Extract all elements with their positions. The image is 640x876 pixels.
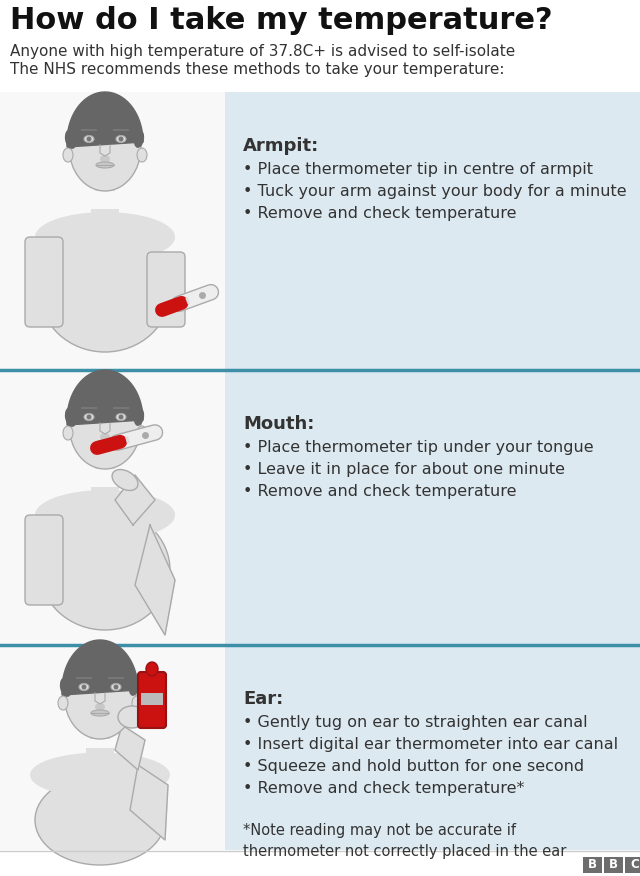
Bar xyxy=(95,171,115,191)
Ellipse shape xyxy=(116,136,126,143)
Text: B: B xyxy=(588,858,597,872)
Bar xyxy=(625,857,640,873)
Ellipse shape xyxy=(35,490,175,540)
Bar xyxy=(91,487,119,515)
Text: B: B xyxy=(609,858,618,872)
Ellipse shape xyxy=(35,775,165,865)
Ellipse shape xyxy=(84,413,94,420)
Bar xyxy=(0,370,225,645)
Text: • Place thermometer tip in centre of armpit: • Place thermometer tip in centre of arm… xyxy=(243,162,593,177)
Text: • Gently tug on ear to straighten ear canal: • Gently tug on ear to straighten ear ca… xyxy=(243,715,588,730)
Text: Ear:: Ear: xyxy=(243,690,284,708)
Bar xyxy=(0,92,225,370)
Text: • Remove and check temperature: • Remove and check temperature xyxy=(243,206,516,221)
Polygon shape xyxy=(67,370,143,425)
Bar xyxy=(0,370,225,645)
Ellipse shape xyxy=(118,137,124,142)
Text: • Leave it in place for about one minute: • Leave it in place for about one minute xyxy=(243,462,565,477)
Ellipse shape xyxy=(40,510,170,630)
Text: Anyone with high temperature of 37.8C+ is advised to self-isolate: Anyone with high temperature of 37.8C+ i… xyxy=(10,44,515,59)
Text: Mouth:: Mouth: xyxy=(243,415,314,433)
Ellipse shape xyxy=(64,651,136,739)
Ellipse shape xyxy=(129,678,139,696)
Polygon shape xyxy=(115,725,145,770)
Text: Armpit:: Armpit: xyxy=(243,137,319,155)
Ellipse shape xyxy=(65,407,77,427)
Text: C: C xyxy=(630,858,639,872)
Ellipse shape xyxy=(112,470,138,491)
Ellipse shape xyxy=(79,683,89,690)
Ellipse shape xyxy=(35,212,175,262)
Bar xyxy=(90,719,110,739)
Ellipse shape xyxy=(63,426,73,440)
FancyBboxPatch shape xyxy=(25,237,63,327)
Ellipse shape xyxy=(111,683,121,690)
Bar xyxy=(225,92,640,370)
Bar xyxy=(225,370,640,645)
Text: • Squeeze and hold button for one second: • Squeeze and hold button for one second xyxy=(243,759,584,774)
Ellipse shape xyxy=(40,232,170,352)
Text: • Tuck your arm against your body for a minute: • Tuck your arm against your body for a … xyxy=(243,184,627,199)
Ellipse shape xyxy=(81,684,86,689)
Ellipse shape xyxy=(134,131,144,148)
Bar xyxy=(225,645,640,850)
Ellipse shape xyxy=(96,440,114,446)
Ellipse shape xyxy=(63,148,73,162)
Text: The NHS recommends these methods to take your temperature:: The NHS recommends these methods to take… xyxy=(10,62,504,77)
Ellipse shape xyxy=(137,148,147,162)
Bar xyxy=(0,92,225,370)
Ellipse shape xyxy=(118,414,124,420)
FancyBboxPatch shape xyxy=(147,252,185,327)
Ellipse shape xyxy=(60,677,72,697)
Ellipse shape xyxy=(100,433,110,441)
FancyBboxPatch shape xyxy=(25,515,63,605)
Ellipse shape xyxy=(58,696,68,710)
Polygon shape xyxy=(67,92,143,147)
Ellipse shape xyxy=(100,155,110,163)
Bar xyxy=(95,449,115,469)
Ellipse shape xyxy=(69,381,141,469)
Ellipse shape xyxy=(137,426,147,440)
Polygon shape xyxy=(62,640,138,695)
Text: How do I take my temperature?: How do I take my temperature? xyxy=(10,6,552,35)
Text: • Remove and check temperature*: • Remove and check temperature* xyxy=(243,781,524,796)
Ellipse shape xyxy=(132,696,142,710)
Ellipse shape xyxy=(86,414,92,420)
Bar xyxy=(0,645,225,850)
Ellipse shape xyxy=(69,103,141,191)
Polygon shape xyxy=(130,765,168,840)
Bar xyxy=(604,857,623,873)
Ellipse shape xyxy=(91,710,109,716)
Polygon shape xyxy=(135,525,175,635)
Ellipse shape xyxy=(118,706,146,728)
Ellipse shape xyxy=(134,408,144,426)
Ellipse shape xyxy=(86,137,92,142)
Ellipse shape xyxy=(113,684,118,689)
Ellipse shape xyxy=(116,413,126,420)
Ellipse shape xyxy=(84,136,94,143)
Bar xyxy=(0,645,225,850)
Text: *Note reading may not be accurate if
thermometer not correctly placed in the ear: *Note reading may not be accurate if the… xyxy=(243,823,566,859)
Bar xyxy=(583,857,602,873)
Ellipse shape xyxy=(30,752,170,797)
Polygon shape xyxy=(115,475,155,525)
Ellipse shape xyxy=(146,662,158,676)
Ellipse shape xyxy=(95,703,105,711)
Bar xyxy=(86,748,114,773)
Ellipse shape xyxy=(96,162,114,168)
Ellipse shape xyxy=(65,129,77,149)
Text: • Remove and check temperature: • Remove and check temperature xyxy=(243,484,516,499)
Bar xyxy=(91,209,119,237)
Bar xyxy=(141,693,163,705)
Text: • Insert digital ear thermometer into ear canal: • Insert digital ear thermometer into ea… xyxy=(243,737,618,752)
FancyBboxPatch shape xyxy=(138,672,166,728)
Text: • Place thermometer tip under your tongue: • Place thermometer tip under your tongu… xyxy=(243,440,594,455)
